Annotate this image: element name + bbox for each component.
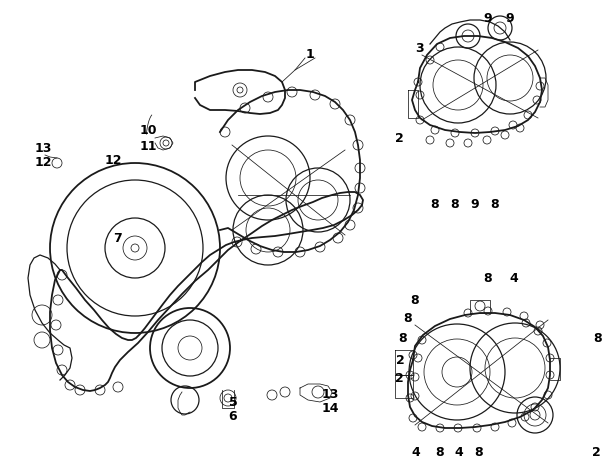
Text: 13: 13 xyxy=(34,142,52,154)
Text: 6: 6 xyxy=(229,410,237,424)
Text: 8: 8 xyxy=(411,294,419,306)
Text: 4: 4 xyxy=(411,446,421,458)
Text: 4: 4 xyxy=(454,446,463,458)
Text: 7: 7 xyxy=(114,231,122,245)
Text: 11: 11 xyxy=(139,141,157,153)
Text: 2: 2 xyxy=(395,132,403,144)
Text: 8: 8 xyxy=(593,332,602,344)
Text: 8: 8 xyxy=(451,199,459,211)
Text: 9: 9 xyxy=(506,11,514,25)
Text: 14: 14 xyxy=(321,402,339,416)
Text: 2: 2 xyxy=(395,371,403,384)
Text: 12: 12 xyxy=(34,155,52,169)
Text: 12: 12 xyxy=(105,153,122,167)
Text: 2: 2 xyxy=(592,446,600,458)
Text: 2: 2 xyxy=(395,353,405,367)
Text: 9: 9 xyxy=(483,11,493,25)
Text: 8: 8 xyxy=(435,446,444,458)
Text: 13: 13 xyxy=(321,389,339,401)
Text: 8: 8 xyxy=(430,199,439,211)
Text: 8: 8 xyxy=(399,332,407,344)
Text: 1: 1 xyxy=(306,48,314,61)
Text: 8: 8 xyxy=(475,446,483,458)
Text: 8: 8 xyxy=(403,312,412,324)
Text: 3: 3 xyxy=(416,41,424,55)
Text: 9: 9 xyxy=(470,199,479,211)
Text: 5: 5 xyxy=(229,397,237,409)
Text: 8: 8 xyxy=(491,199,499,211)
Text: 8: 8 xyxy=(483,272,493,285)
Text: 10: 10 xyxy=(139,124,157,136)
Text: 4: 4 xyxy=(510,272,518,285)
